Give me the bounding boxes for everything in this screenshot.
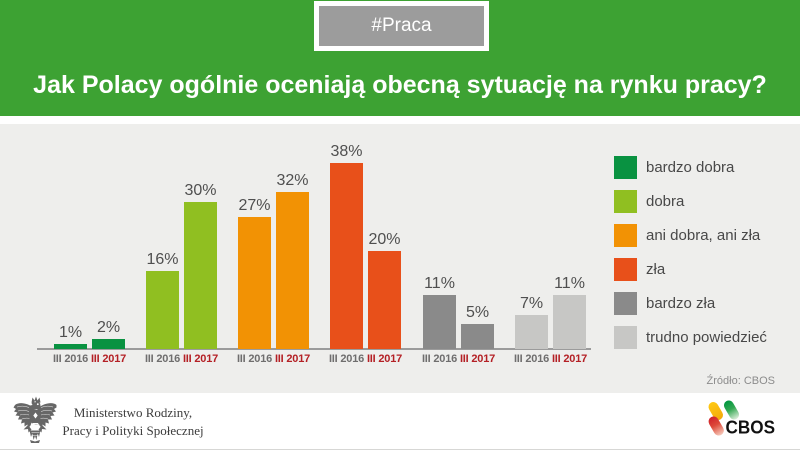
svg-text:CBOS: CBOS	[726, 418, 776, 438]
